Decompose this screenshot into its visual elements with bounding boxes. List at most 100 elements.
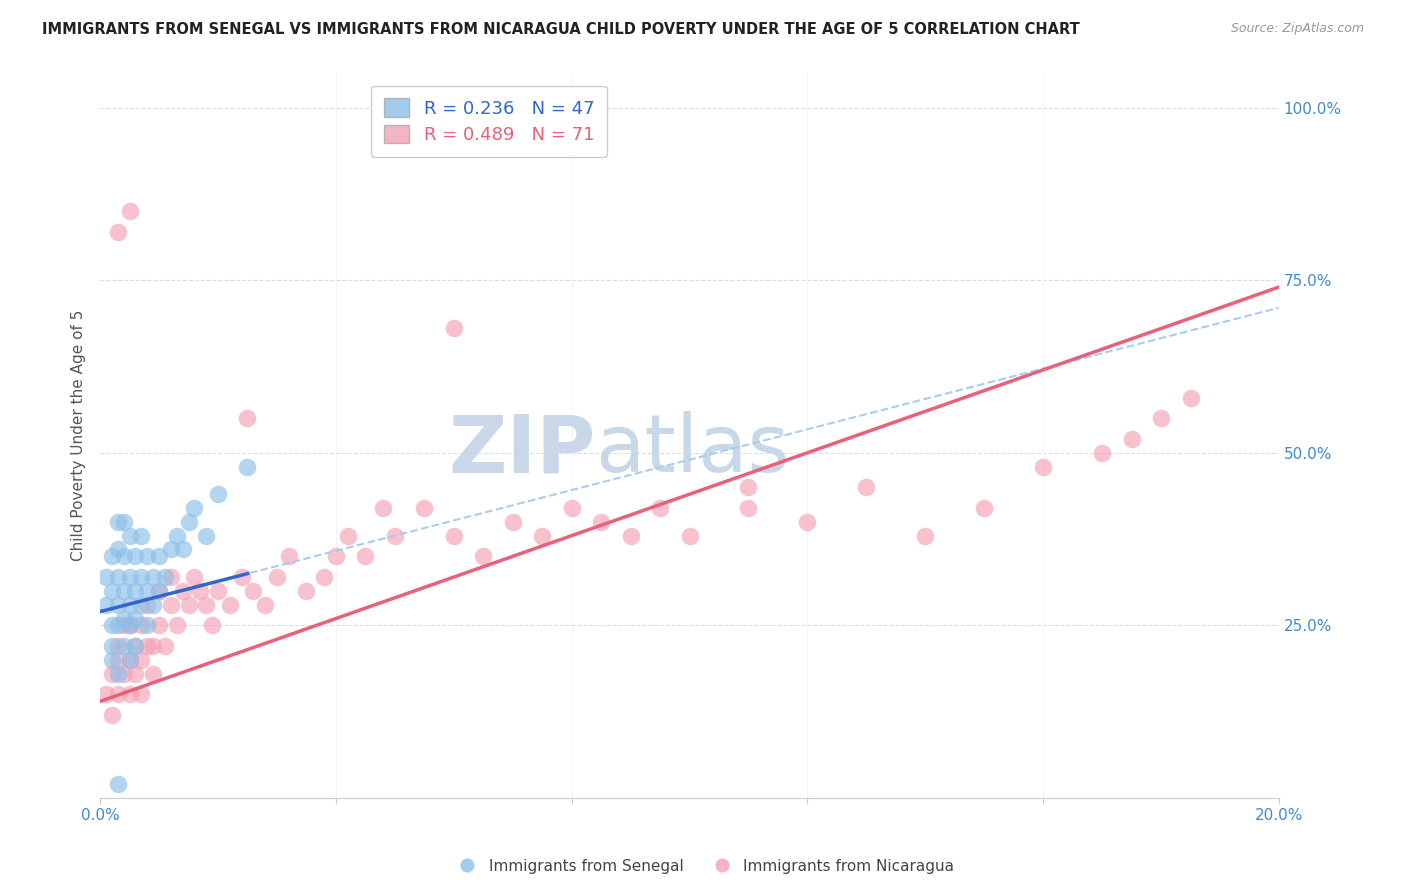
- Point: [118, 688, 141, 702]
- Point: [118, 570, 141, 584]
- Point: [107, 618, 129, 632]
- Point: [101, 639, 124, 653]
- Point: [131, 653, 153, 667]
- Point: [107, 570, 129, 584]
- Point: [177, 598, 200, 612]
- Point: [142, 639, 165, 653]
- Point: [142, 666, 165, 681]
- Y-axis label: Child Poverty Under the Age of 5: Child Poverty Under the Age of 5: [72, 310, 86, 561]
- Point: [142, 598, 165, 612]
- Point: [94, 688, 117, 702]
- Point: [153, 570, 176, 584]
- Point: [136, 583, 159, 598]
- Point: [124, 639, 146, 653]
- Point: [314, 570, 336, 584]
- Point: [112, 639, 135, 653]
- Point: [107, 688, 129, 702]
- Point: [94, 570, 117, 584]
- Point: [166, 618, 188, 632]
- Point: [619, 529, 641, 543]
- Point: [112, 549, 135, 564]
- Point: [177, 515, 200, 529]
- Point: [218, 598, 240, 612]
- Point: [118, 598, 141, 612]
- Point: [973, 501, 995, 516]
- Point: [124, 549, 146, 564]
- Point: [124, 666, 146, 681]
- Point: [231, 570, 253, 584]
- Point: [148, 618, 170, 632]
- Point: [242, 583, 264, 598]
- Point: [112, 618, 135, 632]
- Point: [384, 529, 406, 543]
- Text: Source: ZipAtlas.com: Source: ZipAtlas.com: [1230, 22, 1364, 36]
- Point: [172, 542, 194, 557]
- Point: [648, 501, 671, 516]
- Point: [737, 501, 759, 516]
- Point: [112, 666, 135, 681]
- Point: [195, 598, 218, 612]
- Point: [107, 542, 129, 557]
- Point: [1150, 411, 1173, 425]
- Point: [148, 583, 170, 598]
- Point: [136, 639, 159, 653]
- Point: [855, 480, 877, 494]
- Point: [112, 611, 135, 625]
- Point: [118, 653, 141, 667]
- Point: [266, 570, 288, 584]
- Legend: Immigrants from Senegal, Immigrants from Nicaragua: Immigrants from Senegal, Immigrants from…: [446, 853, 960, 880]
- Point: [207, 583, 229, 598]
- Point: [183, 570, 205, 584]
- Point: [124, 611, 146, 625]
- Point: [131, 598, 153, 612]
- Point: [201, 618, 224, 632]
- Point: [112, 515, 135, 529]
- Point: [118, 618, 141, 632]
- Point: [277, 549, 299, 564]
- Point: [443, 321, 465, 335]
- Point: [131, 618, 153, 632]
- Point: [295, 583, 318, 598]
- Point: [1032, 459, 1054, 474]
- Point: [107, 598, 129, 612]
- Point: [737, 480, 759, 494]
- Point: [531, 529, 554, 543]
- Point: [118, 529, 141, 543]
- Point: [678, 529, 700, 543]
- Point: [160, 598, 183, 612]
- Point: [325, 549, 347, 564]
- Point: [1121, 432, 1143, 446]
- Point: [160, 570, 183, 584]
- Point: [107, 639, 129, 653]
- Point: [591, 515, 613, 529]
- Point: [107, 666, 129, 681]
- Point: [188, 583, 211, 598]
- Point: [101, 666, 124, 681]
- Point: [153, 639, 176, 653]
- Point: [172, 583, 194, 598]
- Point: [107, 225, 129, 239]
- Text: ZIP: ZIP: [449, 411, 595, 489]
- Point: [1091, 446, 1114, 460]
- Point: [914, 529, 936, 543]
- Point: [118, 618, 141, 632]
- Point: [101, 653, 124, 667]
- Point: [502, 515, 524, 529]
- Point: [443, 529, 465, 543]
- Point: [131, 570, 153, 584]
- Point: [166, 529, 188, 543]
- Point: [561, 501, 583, 516]
- Point: [796, 515, 818, 529]
- Point: [160, 542, 183, 557]
- Point: [136, 598, 159, 612]
- Point: [107, 777, 129, 791]
- Text: atlas: atlas: [595, 411, 790, 489]
- Point: [131, 688, 153, 702]
- Point: [124, 583, 146, 598]
- Point: [131, 529, 153, 543]
- Legend: R = 0.236   N = 47, R = 0.489   N = 71: R = 0.236 N = 47, R = 0.489 N = 71: [371, 86, 607, 157]
- Point: [142, 570, 165, 584]
- Point: [107, 653, 129, 667]
- Point: [336, 529, 359, 543]
- Point: [107, 515, 129, 529]
